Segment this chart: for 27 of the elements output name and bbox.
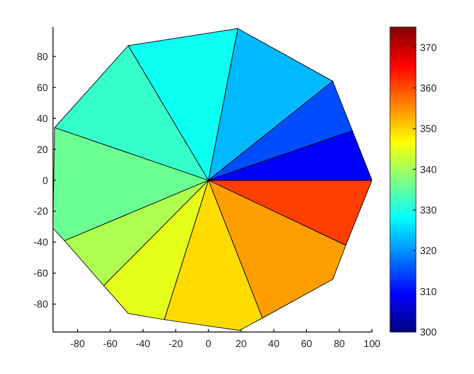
color-bar-label: 360	[420, 84, 438, 94]
y-tick-label: -20	[34, 206, 48, 218]
y-tick-label: 40	[36, 114, 48, 125]
x-tick-label: -80	[70, 339, 86, 350]
x-tick-label: 60	[301, 339, 313, 350]
x-tick-label: -60	[103, 339, 118, 350]
x-tick-label: 0	[206, 339, 212, 350]
y-tick-label: 20	[36, 144, 48, 156]
x-tick-label: 80	[334, 339, 346, 350]
color-bar-label: 370	[420, 42, 438, 54]
y-tick-label: 80	[36, 52, 48, 63]
y-tick-label: -40	[34, 238, 48, 249]
color-bar-label: 340	[420, 164, 438, 176]
x-tick-label: -20	[168, 339, 184, 350]
x-tick-label: 100	[364, 339, 381, 350]
color-bar-label: 320	[420, 246, 438, 258]
color-bar-label: 330	[420, 206, 438, 216]
y-tick-label: -60	[34, 268, 48, 280]
y-tick-label: 0	[42, 176, 48, 187]
x-tick-label: 40	[268, 339, 280, 350]
color-bar-label: 310	[420, 286, 438, 298]
x-tick-label: 20	[236, 339, 248, 350]
color-bar-label: 300	[420, 328, 438, 338]
y-tick-label: -80	[34, 300, 48, 311]
y-tick-label: 60	[36, 82, 48, 94]
x-tick-label: -40	[136, 339, 151, 350]
color-bar-label: 350	[420, 124, 438, 136]
